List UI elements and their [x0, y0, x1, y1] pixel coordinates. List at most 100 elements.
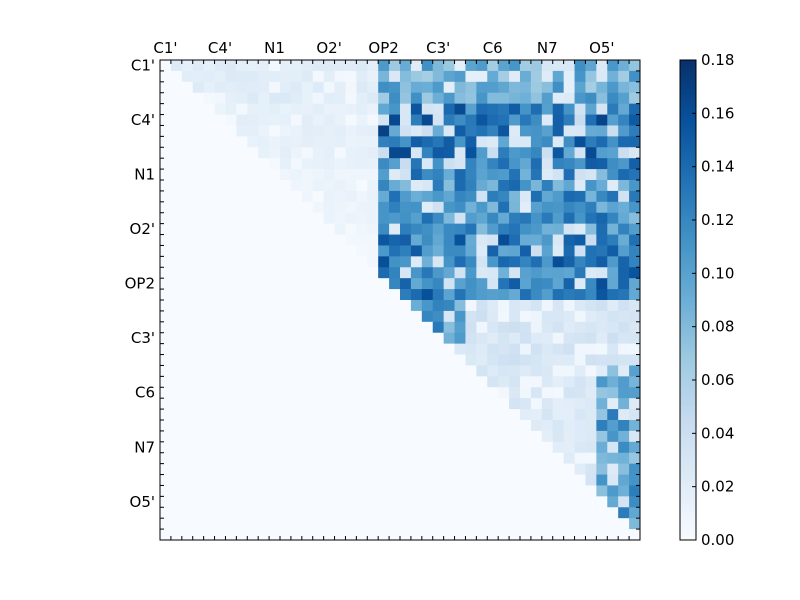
heatmap-cell [170, 387, 183, 399]
heatmap-cell [312, 278, 325, 290]
heatmap-cell [269, 398, 281, 410]
heatmap-cell [301, 376, 314, 388]
y-tick-label: O2' [130, 220, 155, 238]
heatmap-cell [465, 441, 477, 454]
heatmap-cell [596, 136, 608, 148]
heatmap-cell [356, 169, 368, 181]
heatmap-cell [378, 125, 390, 137]
heatmap-cell [280, 376, 292, 388]
heatmap-cell [454, 387, 466, 399]
heatmap-cell [509, 398, 521, 410]
heatmap-cell [312, 409, 325, 421]
heatmap-cell [290, 485, 303, 497]
heatmap-cell [312, 158, 325, 170]
heatmap-cell [367, 114, 379, 126]
heatmap-cell [454, 190, 466, 203]
heatmap-cell [290, 365, 303, 377]
heatmap-cell [552, 92, 565, 105]
heatmap-cell [269, 365, 281, 377]
heatmap-cell [301, 136, 314, 148]
heatmap-cell [410, 310, 423, 323]
heatmap-cell [487, 60, 499, 72]
heatmap-cell [367, 60, 379, 72]
heatmap-cell [421, 190, 434, 203]
heatmap-cell [170, 103, 183, 115]
heatmap-cell [629, 474, 641, 486]
heatmap-cell [170, 81, 183, 94]
heatmap-cell [356, 245, 368, 257]
heatmap-cell [498, 256, 510, 268]
heatmap-cell [323, 81, 335, 94]
heatmap-cell [367, 452, 379, 465]
heatmap-cell [530, 245, 543, 257]
heatmap-cell [225, 409, 237, 421]
heatmap-cell [236, 452, 248, 465]
heatmap-cell [520, 420, 532, 432]
heatmap-cell [607, 354, 619, 366]
heatmap-cell [247, 60, 259, 72]
heatmap-cell [585, 245, 597, 257]
heatmap-cell [530, 169, 543, 181]
heatmap-cell [258, 245, 270, 257]
heatmap-cell [552, 103, 565, 115]
heatmap-cell [432, 201, 445, 214]
heatmap-cell [410, 300, 423, 312]
heatmap-cell [400, 60, 412, 72]
heatmap-cell [192, 441, 205, 454]
heatmap-cell [410, 103, 423, 115]
heatmap-cell [160, 114, 172, 126]
heatmap-cell [487, 518, 499, 530]
heatmap-cell [203, 103, 215, 115]
heatmap-cell [334, 398, 346, 410]
heatmap-cell [563, 300, 575, 312]
heatmap-cell [432, 125, 445, 137]
heatmap-cell [160, 92, 172, 105]
heatmap-cell [410, 212, 423, 225]
heatmap-cell [247, 529, 259, 541]
heatmap-cell [487, 332, 499, 345]
heatmap-cell [618, 430, 630, 443]
heatmap-cell [520, 529, 532, 541]
heatmap-cell [498, 420, 510, 432]
heatmap-cell [301, 245, 314, 257]
heatmap-cell [389, 441, 401, 454]
heatmap-cell [454, 158, 466, 170]
heatmap-cell [421, 387, 434, 399]
heatmap-cell [203, 245, 215, 257]
heatmap-cell [432, 245, 445, 257]
heatmap-cell [356, 180, 368, 192]
heatmap-cell [280, 125, 292, 137]
heatmap-cell [280, 147, 292, 159]
heatmap-cell [301, 256, 314, 268]
heatmap-cell [563, 92, 575, 105]
heatmap-cell [312, 343, 325, 355]
heatmap-cell [378, 496, 390, 508]
heatmap-cell [160, 518, 172, 530]
heatmap-cell [236, 267, 248, 279]
heatmap-cell [541, 430, 554, 443]
heatmap-cell [476, 289, 488, 301]
heatmap-cell [585, 147, 597, 159]
heatmap-cell [258, 518, 270, 530]
heatmap-cell [170, 452, 183, 465]
heatmap-cell [487, 485, 499, 497]
heatmap-cell [170, 365, 183, 377]
heatmap-cell [563, 190, 575, 203]
heatmap-cell [465, 343, 477, 355]
heatmap-cell [280, 441, 292, 454]
heatmap-cell [454, 463, 466, 475]
heatmap-cell [247, 212, 259, 225]
heatmap-cell [378, 212, 390, 225]
heatmap-cell [629, 289, 641, 301]
heatmap-cell [432, 398, 445, 410]
heatmap-cell [269, 430, 281, 443]
heatmap-cell [541, 180, 554, 192]
heatmap-cell [247, 256, 259, 268]
heatmap-cell [432, 70, 445, 83]
heatmap-cell [290, 420, 303, 432]
heatmap-cell [312, 463, 325, 475]
heatmap-cell [400, 430, 412, 443]
heatmap-cell [487, 321, 499, 334]
heatmap-cell [607, 278, 619, 290]
heatmap-cell [345, 81, 357, 94]
